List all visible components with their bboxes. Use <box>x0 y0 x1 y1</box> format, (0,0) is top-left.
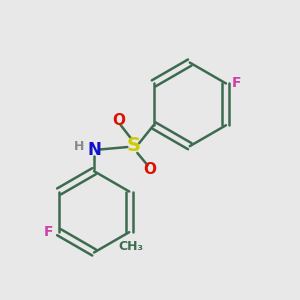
Text: F: F <box>44 225 54 239</box>
Text: N: N <box>87 141 101 159</box>
Text: CH₃: CH₃ <box>118 240 143 254</box>
Text: H: H <box>74 140 84 153</box>
Text: O: O <box>112 113 126 128</box>
Text: O: O <box>143 162 157 177</box>
Text: F: F <box>231 76 241 91</box>
Text: S: S <box>127 136 141 155</box>
